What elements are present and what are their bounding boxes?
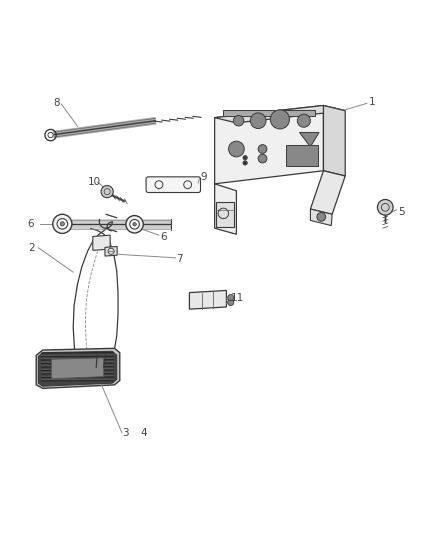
Text: 3: 3 (122, 428, 129, 438)
Polygon shape (189, 290, 226, 309)
Polygon shape (215, 106, 323, 184)
Text: 6: 6 (160, 232, 167, 242)
Text: 6: 6 (28, 219, 34, 229)
Circle shape (317, 213, 325, 221)
Polygon shape (223, 110, 315, 116)
Circle shape (251, 113, 266, 128)
Circle shape (228, 300, 234, 305)
Polygon shape (215, 202, 234, 228)
Circle shape (233, 116, 244, 126)
Circle shape (133, 223, 136, 226)
Polygon shape (39, 351, 117, 386)
Text: 5: 5 (398, 207, 405, 217)
Text: 7: 7 (177, 254, 183, 264)
Circle shape (228, 295, 234, 301)
Circle shape (243, 156, 247, 160)
Polygon shape (311, 209, 332, 225)
Circle shape (53, 214, 72, 233)
FancyBboxPatch shape (146, 177, 201, 192)
Text: 10: 10 (88, 176, 101, 187)
Text: 1: 1 (369, 97, 376, 107)
Circle shape (126, 215, 143, 233)
Polygon shape (51, 358, 104, 379)
Circle shape (270, 110, 290, 129)
Polygon shape (215, 184, 237, 235)
Text: 2: 2 (28, 243, 35, 253)
Polygon shape (323, 106, 345, 176)
Circle shape (243, 161, 247, 165)
Polygon shape (215, 106, 345, 123)
Text: 11: 11 (231, 293, 244, 303)
Polygon shape (286, 144, 318, 166)
Circle shape (60, 222, 64, 226)
Polygon shape (300, 133, 319, 147)
Circle shape (101, 185, 113, 198)
Circle shape (297, 114, 311, 127)
Text: 8: 8 (53, 98, 60, 108)
Circle shape (378, 199, 393, 215)
Circle shape (258, 144, 267, 154)
Polygon shape (36, 349, 120, 389)
Polygon shape (93, 235, 110, 251)
Text: 4: 4 (141, 428, 147, 438)
Circle shape (57, 219, 67, 229)
Circle shape (258, 154, 267, 163)
Text: 9: 9 (201, 172, 207, 182)
Circle shape (130, 220, 139, 229)
Polygon shape (105, 246, 117, 256)
Polygon shape (311, 171, 345, 214)
Circle shape (229, 141, 244, 157)
